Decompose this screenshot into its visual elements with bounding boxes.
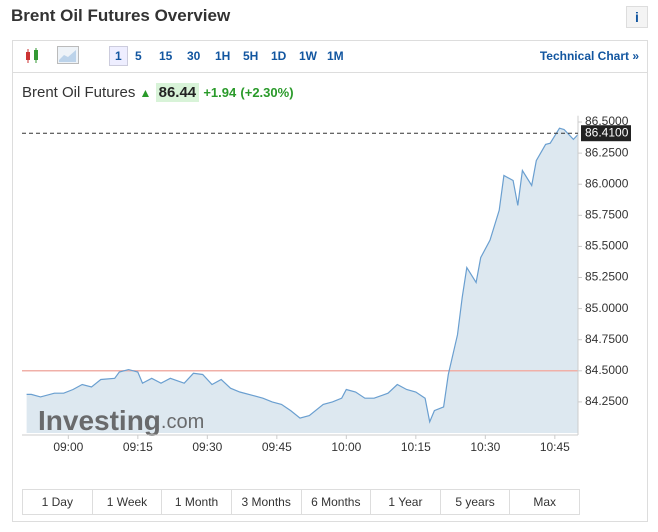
range-button[interactable]: 5 years: [441, 490, 511, 514]
interval-button[interactable]: 1H: [215, 49, 231, 63]
toolbar: Technical Chart » 1 5 15 30 1H 5H 1D 1W 1M: [13, 41, 647, 73]
candle-icon[interactable]: [23, 47, 41, 68]
y-tick-label: 86.0000: [585, 176, 629, 190]
info-button[interactable]: i: [626, 6, 648, 28]
technical-chart-link[interactable]: Technical Chart »: [539, 49, 639, 63]
last-price-box: [581, 125, 631, 142]
y-tick-label: 85.2500: [585, 270, 629, 284]
chart: Investing.com 84.2500 84.5000 84.7500 85.000…: [22, 114, 631, 454]
x-tick-label: 10:30: [470, 440, 500, 454]
range-button[interactable]: 1 Week: [93, 490, 163, 514]
range-button[interactable]: Max: [533, 495, 557, 509]
range-button[interactable]: 6 Months: [302, 490, 372, 514]
range-button[interactable]: 1 Day: [23, 490, 93, 514]
widget: Technical Chart » 1 5 15 30 1H 5H 1D 1W 1M Brent…: [12, 40, 648, 522]
quote-change: +1.94: [203, 85, 237, 100]
interval-button[interactable]: 1M: [327, 49, 344, 63]
watermark: Investing.com: [38, 405, 204, 436]
x-tick-label: 10:00: [331, 440, 361, 454]
range-button[interactable]: 3 Months: [232, 490, 302, 514]
interval-button[interactable]: 1W: [299, 49, 317, 63]
x-tick-label: 10:15: [401, 440, 431, 454]
interval-button[interactable]: 1D: [271, 49, 287, 63]
area-icon[interactable]: [57, 46, 79, 67]
y-tick-label: 84.7500: [585, 332, 629, 346]
x-tick-label: 09:15: [123, 440, 153, 454]
area-fill: [26, 128, 579, 433]
watermark-domain: .com: [161, 411, 204, 433]
interval-button[interactable]: 1: [109, 46, 128, 66]
y-tick-label: 85.5000: [585, 239, 629, 253]
page-title: Brent Oil Futures Overview: [11, 6, 231, 25]
price-line: [26, 127, 579, 424]
interval-button[interactable]: 15: [159, 49, 173, 63]
y-tick-label: 84.2500: [585, 394, 629, 408]
last-price-label: 86.4100: [585, 125, 629, 139]
up-arrow: ▲: [139, 86, 152, 100]
quote-name: Brent Oil Futures: [22, 84, 136, 101]
watermark-brand: Investing: [38, 405, 161, 436]
quote: Brent Oil Futures ▲ 86.44 +1.94 (+2.30%): [22, 83, 294, 102]
interval-button[interactable]: 5: [135, 49, 142, 63]
y-tick-label: 86.5000: [585, 114, 629, 128]
range-button[interactable]: 1 Month: [162, 490, 232, 514]
y-tick-label: 86.2500: [585, 145, 629, 159]
x-tick-label: 09:30: [192, 440, 222, 454]
range-bar: 1 Day 1 Week 1 Month 3 Months 6 Months 1 Year…: [22, 489, 580, 515]
y-tick-label: 85.7500: [585, 207, 629, 221]
x-tick-label: 09:45: [262, 440, 292, 454]
interval-button[interactable]: 30: [187, 49, 201, 63]
quote-change-pct: (+2.30%): [240, 85, 294, 100]
y-tick-label: 85.0000: [585, 301, 629, 315]
interval-button[interactable]: 5H: [243, 49, 259, 63]
x-tick-label: 10:45: [540, 440, 570, 454]
quote-price: 86.44: [155, 83, 200, 102]
x-tick-label: 09:00: [53, 440, 83, 454]
range-button[interactable]: 1 Year: [371, 490, 441, 514]
y-tick-label: 84.5000: [585, 363, 629, 377]
